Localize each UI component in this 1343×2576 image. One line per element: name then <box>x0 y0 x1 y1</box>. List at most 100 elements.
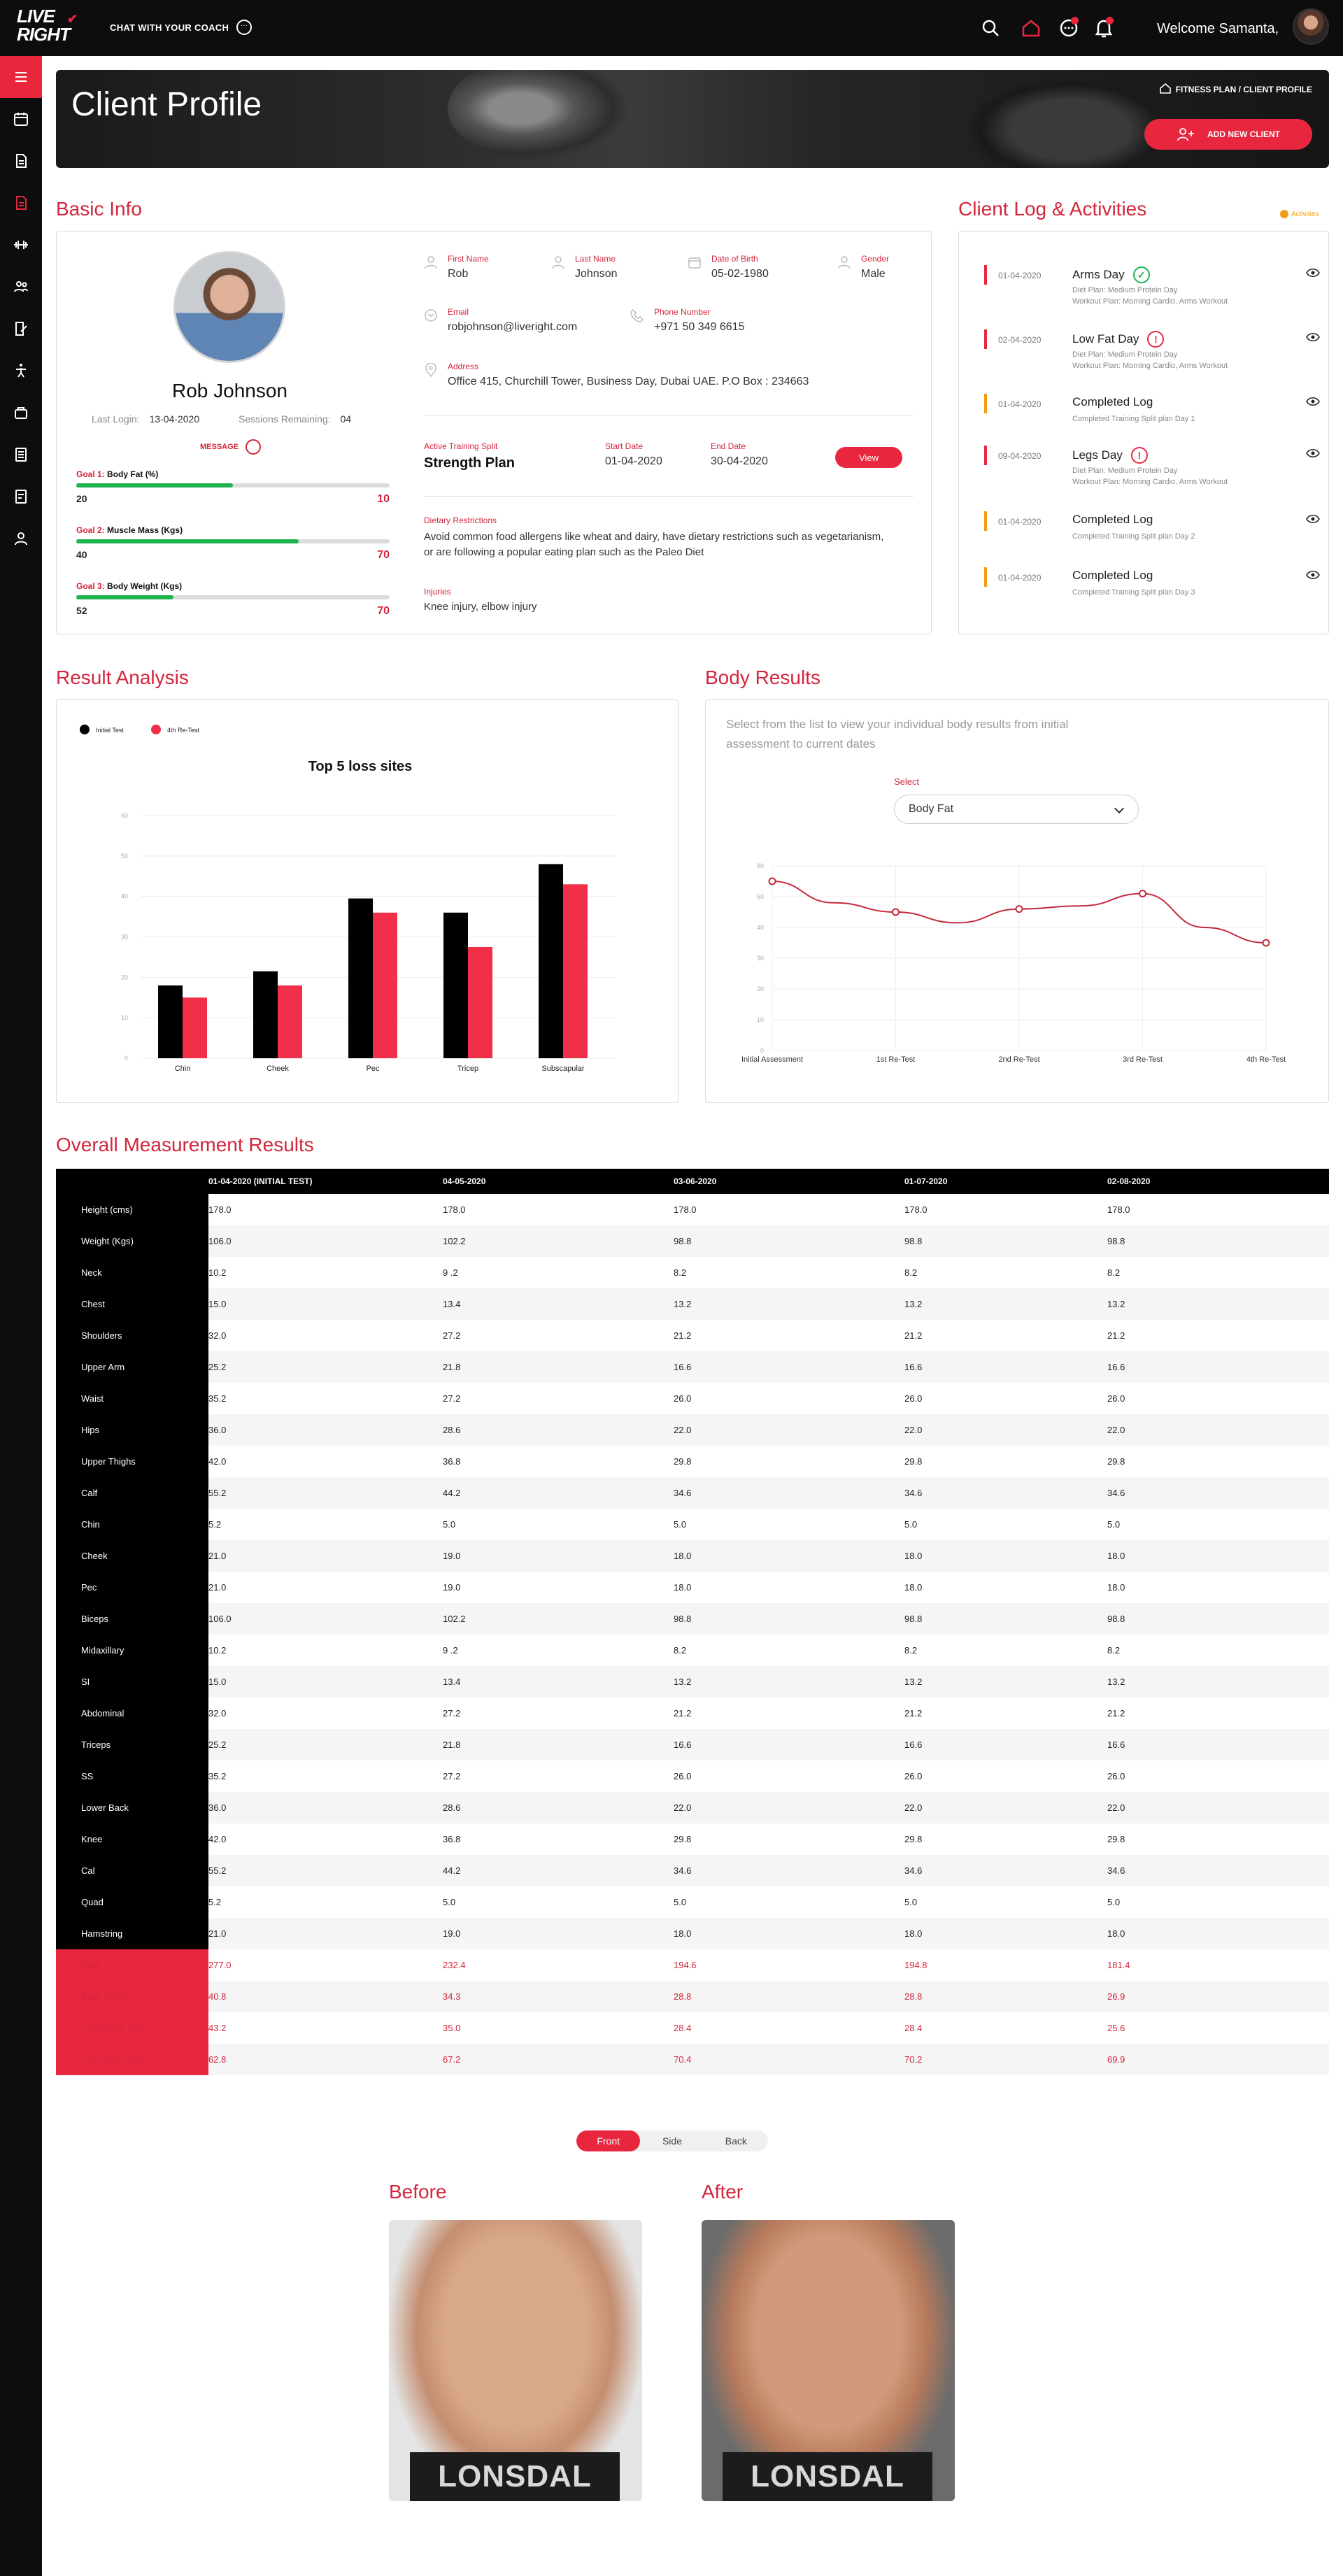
table-cell: 5.0 <box>1107 1897 1121 1907</box>
profile-icon[interactable] <box>0 518 42 560</box>
view-button[interactable]: View <box>835 447 902 468</box>
log-title: Arms Day ✓ <box>1072 266 1150 283</box>
table-cell: 21.2 <box>1107 1330 1125 1341</box>
table-cell: 106.0 <box>208 1225 443 1257</box>
table-cell: 18.0 <box>1107 1582 1125 1593</box>
log-item[interactable]: 02-04-2020 Low Fat Day! Diet Plan: Medium … <box>984 329 1320 371</box>
table-cell: 21.2 <box>674 1330 692 1341</box>
eye-icon[interactable] <box>1306 514 1320 524</box>
log-sub-1: Completed Training Split plan Day 3 <box>1072 588 1195 597</box>
table-row: Shoulders 32.0 27.2 21.2 21.2 21.2 <box>56 1320 1329 1351</box>
table-row: Upper Arm 25.2 21.8 16.6 16.6 16.6 <box>56 1351 1329 1383</box>
eye-icon[interactable] <box>1306 448 1320 458</box>
chat-with-coach-link[interactable]: CHAT WITH YOUR COACH <box>110 22 229 33</box>
table-cell: 22.0 <box>674 1792 904 1823</box>
body-metric-select[interactable]: Body Fat <box>894 795 1139 824</box>
tab-side[interactable]: Side <box>662 2135 682 2147</box>
messages-badge <box>1071 17 1079 24</box>
after-waistband-text: LONSDAL <box>723 2452 932 2501</box>
add-new-client-button[interactable]: ADD NEW CLIENT <box>1144 119 1312 150</box>
last-name-field: Last Name Johnson <box>552 254 618 280</box>
tab-back[interactable]: Back <box>725 2135 747 2147</box>
phone-value: +971 50 349 6615 <box>654 321 745 333</box>
edit-icon[interactable] <box>0 308 42 350</box>
users-icon[interactable] <box>0 266 42 308</box>
line-chart: 0 10 20 30 40 50 60 Initial Assessment 1st Re-Te… <box>741 862 1286 1064</box>
bar <box>373 912 397 1058</box>
breadcrumb-text[interactable]: FITNESS PLAN / CLIENT PROFILE <box>1175 84 1312 94</box>
x-tick-label: 4th Re-Test <box>1246 1055 1286 1064</box>
table-cell: 21.8 <box>443 1351 674 1383</box>
eye-icon[interactable] <box>1306 332 1320 342</box>
chat-bubble-icon[interactable]: ··· <box>236 20 252 35</box>
table-cell: 15.0 <box>208 1666 443 1698</box>
last-login-label: Last Login: <box>92 413 140 425</box>
table-cell: 5.2 <box>208 1897 222 1907</box>
table-cell: 8.2 <box>674 1645 687 1656</box>
activity-icon[interactable] <box>0 350 42 392</box>
table-cell: 5.0 <box>443 1897 456 1907</box>
menu-icon[interactable] <box>0 56 42 98</box>
log-title-text: Legs Day <box>1072 448 1123 462</box>
row-label: Pec <box>56 1572 208 1603</box>
log-item[interactable]: 01-04-2020 Completed Log Completed Trainin… <box>984 394 1320 436</box>
message-button[interactable]: MESSAGE <box>200 439 262 455</box>
goal-2: Goal 2: Muscle Mass (Kgs) 40 70 <box>76 525 390 567</box>
table-cell: 44.2 <box>443 1855 674 1886</box>
search-icon[interactable] <box>978 15 1003 41</box>
log-item[interactable]: 09-04-2020 Legs Day! Diet Plan: Medium Pro… <box>984 446 1320 488</box>
home-icon[interactable] <box>1159 83 1172 96</box>
log-title: Low Fat Day! <box>1072 331 1165 348</box>
table-row: Neck 10.2 9 .2 8.2 8.2 8.2 <box>56 1257 1329 1288</box>
table-cell: 98.8 <box>1107 1603 1329 1635</box>
table-header-blank <box>56 1169 208 1194</box>
home-icon[interactable] <box>1018 15 1044 41</box>
log-sub-1: Completed Training Split plan Day 1 <box>1072 415 1195 423</box>
calendar-icon[interactable] <box>0 98 42 140</box>
user-avatar[interactable] <box>1293 8 1329 45</box>
check-icon: ✔ <box>67 12 78 26</box>
bell-icon[interactable] <box>1091 15 1116 41</box>
table-cell: 178.0 <box>208 1204 232 1215</box>
messages-icon[interactable] <box>1056 15 1081 41</box>
table-cell: 18.0 <box>904 1582 923 1593</box>
table-cell: 36.8 <box>443 1834 461 1844</box>
log-date: 01-04-2020 <box>998 573 1042 583</box>
tab-front[interactable]: Front <box>576 2130 641 2151</box>
table-cell: 29.8 <box>674 1456 692 1467</box>
table-cell: 22.0 <box>1107 1792 1329 1823</box>
eye-icon[interactable] <box>1306 397 1320 406</box>
table-cell: 21.2 <box>1107 1708 1125 1718</box>
row-label: Chin <box>56 1509 208 1540</box>
data-point <box>1015 905 1023 913</box>
table-cell: 21.0 <box>208 1540 443 1572</box>
dumbbell-icon[interactable] <box>0 224 42 266</box>
log-item[interactable]: 01-04-2020 Completed Log Completed Trainin… <box>984 567 1320 609</box>
table-cell: 18.0 <box>674 1582 692 1593</box>
row-label: Calf <box>56 1477 208 1509</box>
log-item[interactable]: 01-04-2020 Completed Log Completed Trainin… <box>984 511 1320 553</box>
log-item[interactable]: 01-04-2020 Arms Day ✓ Diet Plan: Medium Pro… <box>984 265 1320 307</box>
invoice-icon[interactable] <box>0 476 42 518</box>
table-cell: 5.0 <box>443 1519 456 1530</box>
goal-target-value: 70 <box>377 605 390 617</box>
body-results-title: Body Results <box>705 667 820 688</box>
address-label: Address <box>448 362 479 371</box>
document-icon[interactable] <box>0 140 42 182</box>
logo[interactable]: LIVE RIGHT ✔ <box>17 7 80 49</box>
calendar-icon <box>688 255 702 269</box>
reports-icon[interactable] <box>0 434 42 476</box>
x-tick-label: 3rd Re-Test <box>1123 1055 1163 1064</box>
nutrition-icon[interactable] <box>0 392 42 434</box>
notifications-badge <box>1106 17 1114 24</box>
email-field: Email robjohnson@liveright.com <box>425 307 577 334</box>
client-profile-icon[interactable] <box>0 182 42 224</box>
table-cell: 98.8 <box>674 1225 904 1257</box>
injuries-value: Knee injury, elbow injury <box>424 601 537 613</box>
table-cell: 18.0 <box>904 1540 1107 1572</box>
row-label: Weight (Kgs) <box>56 1225 208 1257</box>
table-cell: 32.0 <box>208 1708 227 1718</box>
hero-background-image <box>448 70 630 161</box>
eye-icon[interactable] <box>1306 268 1320 278</box>
eye-icon[interactable] <box>1306 570 1320 580</box>
